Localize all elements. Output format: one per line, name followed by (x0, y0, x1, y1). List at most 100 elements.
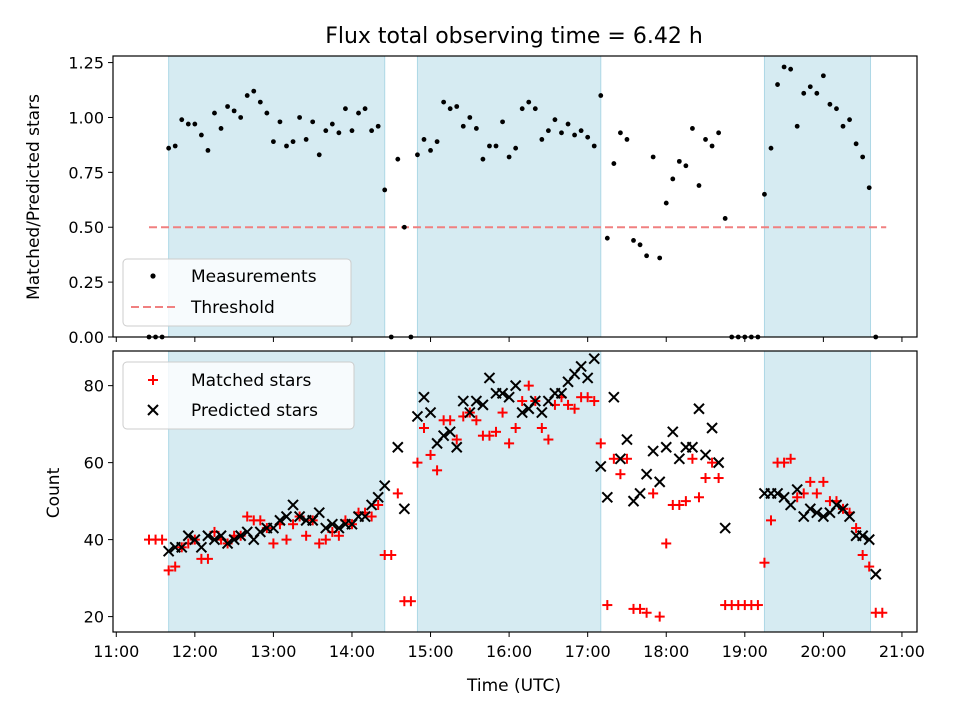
x-tick-label: 21:00 (879, 642, 925, 661)
y-tick-label: 60 (84, 454, 104, 473)
measurement-point (441, 99, 447, 105)
matched-star-point (864, 561, 875, 572)
matched-star-point (687, 453, 698, 464)
y-tick-label: 0.25 (68, 273, 104, 292)
matched-star-point (680, 496, 691, 507)
predicted-star-point-b (287, 499, 299, 511)
matched-star-point (418, 422, 429, 433)
predicted-star-point (608, 391, 620, 403)
measurement-point (473, 126, 479, 131)
predicted-star-point-b (274, 514, 286, 527)
predicted-star-point-b (464, 406, 476, 419)
x-tick-label: 11:00 (93, 642, 139, 661)
predicted-star-point (817, 510, 830, 523)
bottom-y-axis-label: Count (44, 467, 64, 518)
observing-interval-band (416, 350, 602, 633)
predicted-star-point-b (457, 395, 469, 407)
top-panel: 0.00 0.25 0.50 0.75 1.00 1.25 Measurements Thre… (68, 54, 918, 347)
measurement-point (827, 101, 833, 107)
predicted-star-point-b (536, 406, 548, 419)
predicted-star-point-b (254, 526, 267, 538)
predicted-star-point-b (575, 360, 587, 373)
measurement-point (415, 152, 420, 158)
predicted-star-point (182, 530, 195, 542)
measurement-point (598, 93, 604, 98)
measurement-point (860, 154, 866, 160)
predicted-star-point-b (228, 533, 240, 546)
measurement-point (683, 163, 689, 169)
matched-star-point (615, 469, 626, 480)
predicted-star-point (287, 499, 299, 511)
predicted-star-point (712, 456, 725, 469)
predicted-star-point-b (503, 391, 515, 403)
predicted-star-point (575, 360, 587, 373)
matched-star-point (582, 392, 593, 403)
measurement-point (316, 152, 322, 158)
top-legend: Measurements Threshold (122, 258, 352, 327)
measurement-point (559, 130, 564, 136)
measurement-point (428, 147, 433, 153)
measurement-point (225, 104, 230, 109)
legend-label-measurements: Measurements (191, 267, 317, 287)
matched-star-point (373, 499, 384, 510)
measurement-point (513, 145, 519, 151)
predicted-star-point-b (811, 506, 823, 519)
matched-star-point (759, 557, 770, 568)
predicted-star-point (595, 460, 607, 473)
measurement-point (722, 216, 728, 221)
measurement-point (179, 117, 185, 123)
measurement-point (487, 143, 492, 149)
predicted-star-point-b (830, 499, 843, 511)
predicted-star-point-b (313, 506, 325, 519)
matched-star-point (523, 380, 534, 391)
predicted-star-point (398, 503, 411, 515)
matched-star-point (785, 453, 796, 464)
predicted-star-point (411, 410, 424, 423)
legend-marker-measurements (150, 273, 156, 279)
predicted-star-point-b (182, 530, 195, 542)
bottom-legend-box (122, 361, 355, 430)
matched-star-point (484, 430, 495, 441)
predicted-star-point (424, 406, 437, 419)
predicted-star-point (254, 526, 267, 538)
predicted-star-point (293, 510, 306, 523)
measurement-point (395, 156, 401, 162)
predicted-star-point-b (778, 491, 790, 503)
predicted-star-point-b (444, 426, 456, 438)
measurement-point (192, 121, 198, 127)
predicted-star-point-b (863, 533, 875, 546)
matched-star-point (425, 449, 436, 460)
predicted-star-point (555, 387, 568, 400)
predicted-star-point-b (555, 387, 568, 400)
predicted-star-point (228, 533, 240, 546)
y-tick-label: 20 (84, 608, 104, 627)
measurement-point (631, 238, 636, 243)
matched-star-point (877, 607, 888, 618)
predicted-star-point-b (640, 468, 653, 480)
matched-star-point (779, 457, 790, 468)
predicted-star-point-b (529, 395, 542, 407)
matched-star-point (765, 515, 776, 526)
legend-marker-matched (148, 375, 158, 385)
x-tick-label: 15:00 (407, 642, 453, 661)
matched-star-point (608, 453, 619, 464)
predicted-star-point-b (673, 453, 686, 465)
predicted-star-point (653, 476, 666, 488)
predicted-star-point-b (719, 522, 731, 534)
measurement-point (310, 119, 316, 125)
top-chart-title: Flux total observing time = 6.42 h (325, 24, 703, 49)
predicted-star-point (581, 372, 594, 384)
x-tick-label: 20:00 (800, 642, 846, 661)
measurement-point (251, 88, 257, 94)
matched-star-point (635, 603, 646, 614)
matched-star-point (700, 473, 711, 484)
predicted-star-point-b (241, 526, 253, 538)
predicted-star-point (477, 399, 489, 411)
measurement-point (526, 99, 532, 105)
predicted-star-point-b (320, 522, 332, 534)
measurement-point (611, 161, 617, 166)
predicted-star-point (863, 533, 875, 546)
predicted-star-point-b (686, 441, 699, 453)
matched-star-point (510, 422, 521, 433)
predicted-star-point (202, 530, 214, 542)
